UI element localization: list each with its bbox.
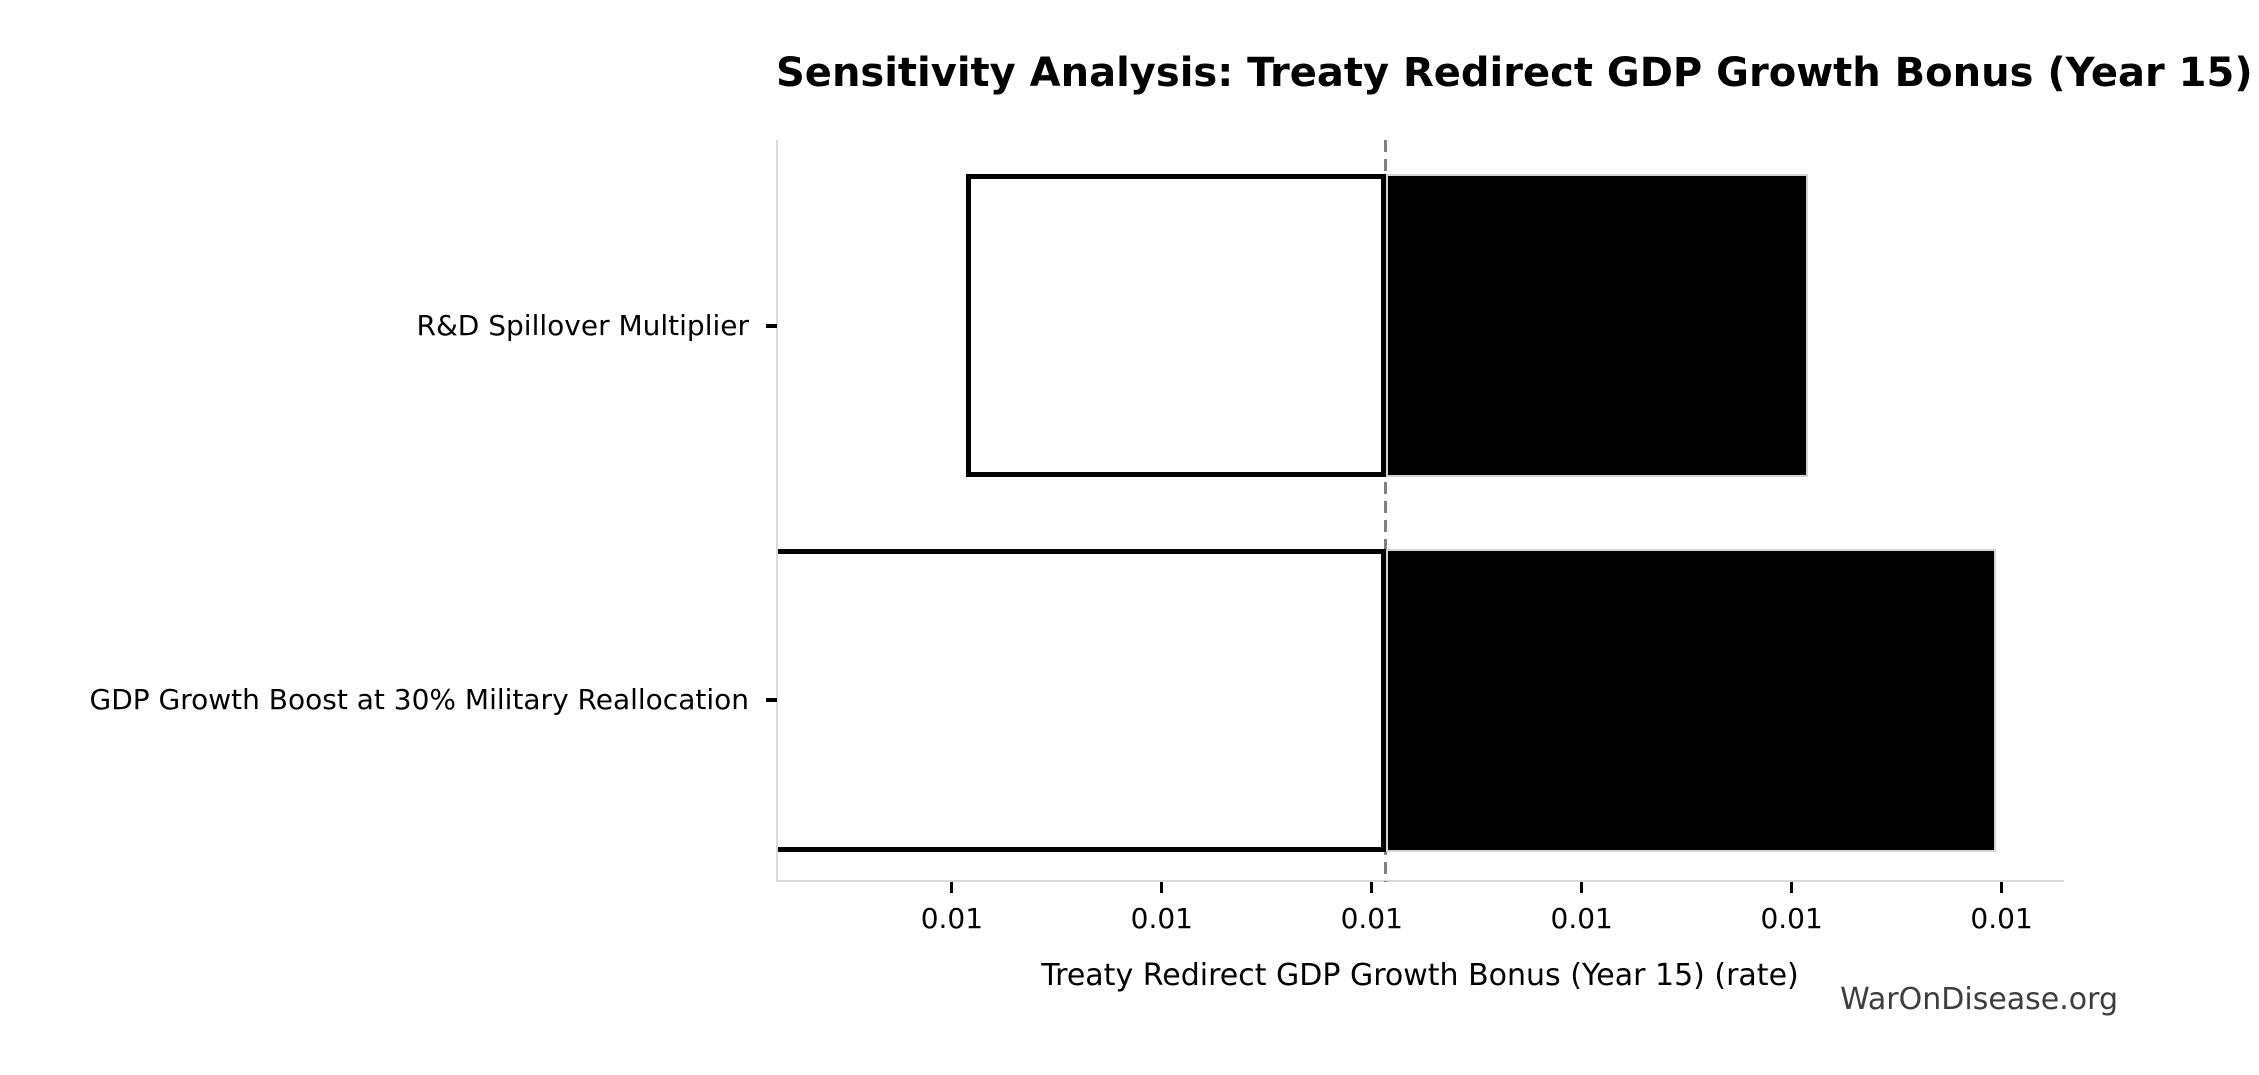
x-tick-label: 0.01 <box>1340 902 1403 935</box>
x-tick-mark <box>950 882 954 893</box>
watermark-text: WarOnDisease.org <box>1840 982 2118 1017</box>
baseline-dashed-line <box>1384 140 1388 882</box>
tornado-bar-high-segment <box>1385 548 1997 852</box>
x-tick-mark <box>1790 882 1794 893</box>
x-tick-label: 0.01 <box>1760 902 1823 935</box>
x-tick-mark <box>1370 882 1374 893</box>
plot-area: R&D Spillover Multiplier GDP Growth Boost… <box>90 140 2064 935</box>
x-tick-mark <box>2000 882 2004 893</box>
chart-title: Sensitivity Analysis: Treaty Redirect GD… <box>776 50 2253 96</box>
y-axis-label: R&D Spillover Multiplier <box>416 308 750 342</box>
x-tick-label: 0.01 <box>920 902 984 935</box>
x-tick-mark <box>1580 882 1584 893</box>
x-tick-label: 0.01 <box>1970 902 2033 935</box>
y-tick-mark <box>766 698 777 703</box>
tornado-bar-low-segment <box>966 174 1386 477</box>
x-tick-label: 0.01 <box>1550 902 1613 935</box>
tornado-bar-high-segment <box>1385 174 1809 477</box>
tornado-bar-low-segment <box>778 548 1386 852</box>
y-tick-mark <box>766 323 777 328</box>
y-axis-label: GDP Growth Boost at 30% Military Realloc… <box>89 683 749 717</box>
x-axis-title: Treaty Redirect GDP Growth Bonus (Year 1… <box>1041 958 1799 993</box>
x-tick-label: 0.01 <box>1130 902 1193 935</box>
x-tick-mark <box>1160 882 1164 893</box>
